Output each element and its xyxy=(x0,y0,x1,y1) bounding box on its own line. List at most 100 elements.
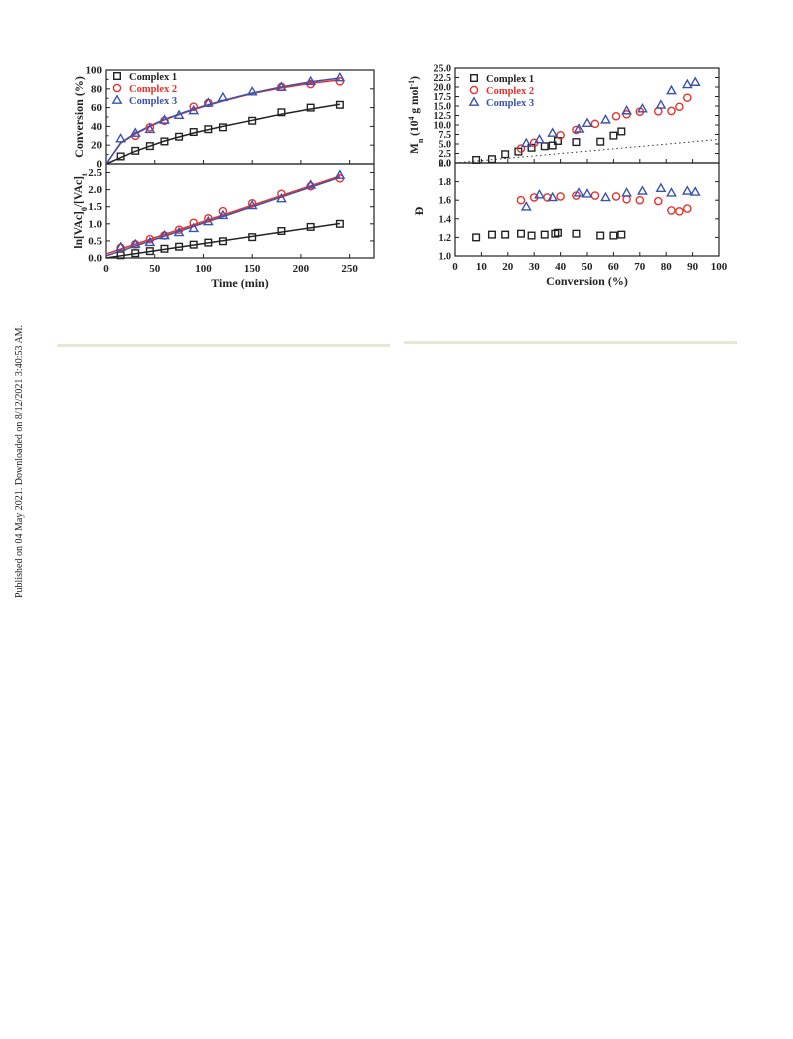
data-point xyxy=(667,206,676,215)
y-tick-label: 10.0 xyxy=(434,121,452,132)
data-point xyxy=(248,233,257,242)
data-point xyxy=(204,214,213,223)
data-point xyxy=(617,230,626,239)
data-point xyxy=(115,133,127,143)
legend-marker xyxy=(468,96,480,106)
legend-label: Complex 1 xyxy=(486,74,534,85)
x-tick-label: 100 xyxy=(711,261,728,273)
legend-label: Complex 3 xyxy=(486,98,534,109)
data-point xyxy=(572,125,581,135)
data-point xyxy=(609,131,618,140)
y-tick-label: 40 xyxy=(91,121,103,133)
data-point xyxy=(247,199,257,208)
data-point xyxy=(501,230,510,239)
legend-marker xyxy=(469,85,479,95)
data-point xyxy=(681,78,693,89)
data-point xyxy=(548,141,557,150)
y-label-part: 4 xyxy=(407,117,416,121)
y-tick-label: 2.0 xyxy=(439,159,452,170)
data-point xyxy=(131,146,140,155)
y-tick-label: 20 xyxy=(91,140,103,152)
data-point xyxy=(540,142,549,151)
legend-marker xyxy=(111,94,123,104)
y-label-part: (10 xyxy=(409,120,421,138)
data-point xyxy=(144,236,156,247)
data-point xyxy=(681,185,693,195)
fit-line-1 xyxy=(105,222,341,259)
data-point xyxy=(573,123,585,133)
x-tick-label: 250 xyxy=(341,263,358,275)
data-point xyxy=(655,182,667,193)
data-point xyxy=(617,127,626,136)
data-point xyxy=(160,137,169,146)
x-tick-label: 50 xyxy=(582,261,594,273)
data-point xyxy=(116,152,125,161)
data-point xyxy=(204,238,213,247)
y-tick-label: 80 xyxy=(91,83,103,95)
legend-marker xyxy=(112,83,122,93)
data-point xyxy=(160,244,169,253)
y-label-part: M xyxy=(409,143,421,154)
data-point xyxy=(218,123,227,132)
data-point xyxy=(689,186,701,196)
data-point xyxy=(653,196,663,206)
data-point xyxy=(600,191,611,202)
data-point xyxy=(667,106,676,116)
data-point xyxy=(527,231,536,240)
y-tick-label: 0.0 xyxy=(88,253,102,265)
data-point xyxy=(189,218,199,228)
data-point xyxy=(675,102,684,112)
y-tick-label: 2.5 xyxy=(88,167,102,179)
data-point xyxy=(218,237,227,246)
data-point xyxy=(189,128,198,137)
data-point xyxy=(306,103,315,112)
data-point xyxy=(689,76,701,86)
y-label-part: g mol xyxy=(409,86,421,116)
y-tick-label: 5.0 xyxy=(439,140,452,151)
data-point xyxy=(246,86,258,96)
data-point xyxy=(516,195,526,205)
y-tick-label: 1.0 xyxy=(439,252,452,263)
data-point xyxy=(276,81,287,91)
data-point xyxy=(144,123,156,134)
y-tick-label: 1.4 xyxy=(439,214,452,225)
y-tick-label: 1.0 xyxy=(88,218,102,230)
data-point xyxy=(534,133,545,144)
data-point xyxy=(248,116,257,125)
data-point xyxy=(590,119,600,129)
data-point xyxy=(516,144,526,153)
data-point xyxy=(666,84,677,95)
data-point xyxy=(246,199,258,210)
data-point xyxy=(666,187,677,197)
data-point xyxy=(517,229,526,238)
data-point xyxy=(306,222,315,231)
data-point xyxy=(159,114,170,124)
chart-mn_vs_conversion: 0.02.55.07.510.012.515.017.520.022.525.0… xyxy=(407,64,720,170)
fit-line-3 xyxy=(105,176,341,257)
data-point xyxy=(520,201,532,211)
data-point xyxy=(145,142,154,151)
data-point xyxy=(145,247,154,256)
x-tick-label: 20 xyxy=(502,261,514,273)
data-point xyxy=(217,209,229,220)
data-point xyxy=(600,114,611,124)
y-tick-label: 1.5 xyxy=(88,201,102,213)
y-label-part: ln[VAc] xyxy=(73,211,85,248)
legend-marker xyxy=(112,71,121,80)
data-point xyxy=(189,240,198,249)
data-point xyxy=(520,137,532,148)
y-axis-label: Conversion (%) xyxy=(72,76,86,158)
legend-label: Complex 2 xyxy=(486,86,534,97)
data-point xyxy=(218,206,228,216)
divider-left xyxy=(57,344,390,347)
x-tick-label: 0 xyxy=(103,263,109,275)
data-point xyxy=(217,91,229,102)
data-point xyxy=(573,187,585,197)
data-point xyxy=(487,230,496,239)
x-tick-label: 70 xyxy=(634,261,646,273)
data-point xyxy=(683,204,692,213)
data-point xyxy=(556,192,565,201)
data-point xyxy=(277,108,286,117)
plot-frame xyxy=(454,162,720,257)
